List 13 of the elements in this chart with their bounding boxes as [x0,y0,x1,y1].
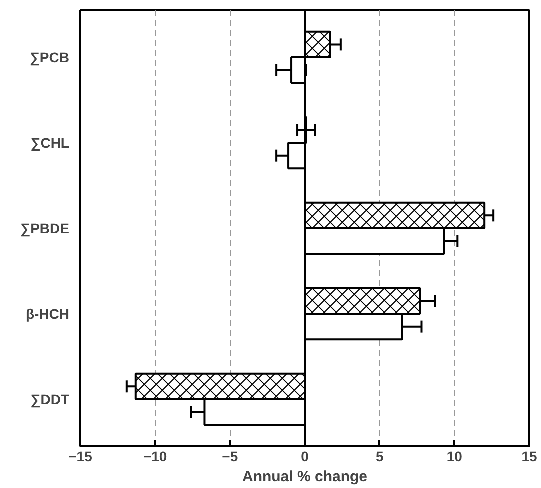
y-tick-label: ∑DDT [30,391,70,408]
y-tick-label: β-HCH [26,306,70,322]
x-tick-label: 15 [522,448,538,464]
y-tick-label: ∑PBDE [20,220,70,238]
y-tick-label: ∑PCB [30,50,70,67]
x-tick-label: 0 [301,448,310,464]
x-tick-label: −10 [143,448,168,464]
x-tick-label: −5 [222,448,238,464]
y-tick-label: ∑CHL [30,135,70,152]
x-axis-title: Annual % change [242,468,368,486]
x-tick-label: −15 [68,448,93,464]
x-tick-label: 10 [446,448,463,464]
x-tick-label: 5 [376,448,384,464]
